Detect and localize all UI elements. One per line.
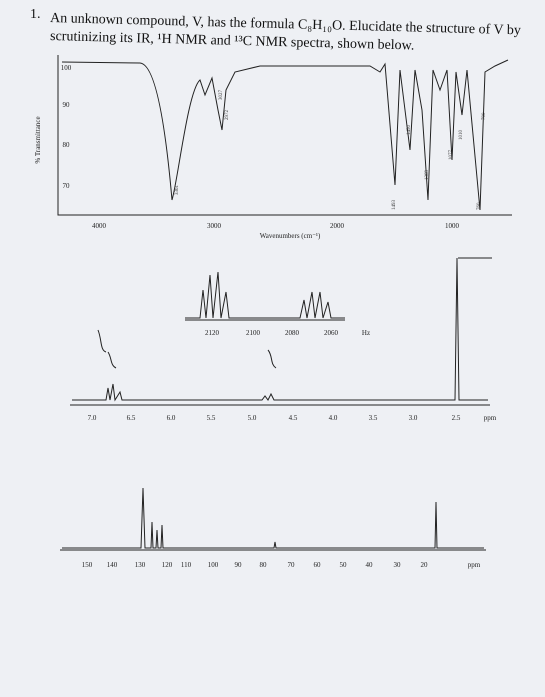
c-nmr-tick-label: 150 [82,561,93,569]
ir-x-tick-label: 1000 [445,222,460,230]
c-nmr-tick-label: ppm [468,561,481,569]
h-nmr-inset-tick-label: 2080 [285,329,300,337]
h-nmr-inset-tick-label: 2060 [324,329,339,337]
integration-curve [267,349,277,369]
c-nmr-tick-label: 120 [162,561,173,569]
h-nmr-tick-label: 2.5 [452,414,461,422]
ir-y-tick-label: 70 [63,182,71,190]
ir-peak-label: 3027 [219,90,224,101]
h-nmr-tick-label: 5.5 [207,414,216,422]
c-nmr-tick-label: 40 [366,561,374,569]
integration-curve [97,329,117,369]
c-nmr-tick-label: 90 [235,561,243,569]
c-nmr-tick-label: 60 [314,561,322,569]
h-nmr-tick-label: ppm [484,414,497,422]
h-nmr-inset-tick-label: 2120 [205,329,220,337]
ir-spectrum: % Transmittance Wavenumbers (cm⁻¹) [34,55,512,240]
ir-peak-label: 1077 [449,150,454,161]
c-nmr-trace [62,487,484,549]
ir-x-tick-label: 4000 [92,222,107,230]
c-nmr-tick-label: 110 [181,561,192,569]
ir-trace [61,59,509,211]
ir-x-tick-label: 2000 [330,222,345,230]
ir-peak-label: 1369 [425,170,430,181]
ir-peak-label: 3361 [175,185,180,196]
h-nmr-tick-label: 4.0 [329,414,338,422]
h-nmr-trace [72,257,488,402]
ir-y-label: % Transmittance [34,116,42,163]
c-nmr-tick-label: 100 [208,561,219,569]
c-nmr-tick-label: 50 [340,561,348,569]
c-nmr-tick-label: 130 [135,561,146,569]
c-nmr-tick-label: 140 [107,561,118,569]
h-nmr-tick-label: 5.0 [248,414,257,422]
ir-peak-label: 1493 [392,200,397,211]
h-nmr-spectrum [70,257,492,406]
question-number: 1. [30,7,41,22]
h-nmr-tick-label: 4.5 [289,414,298,422]
ir-y-tick-label: 90 [63,101,71,109]
ir-peak-label: 700 [482,112,487,120]
ir-peak-label: 1010 [459,130,464,141]
h-nmr-tick-label: 3.0 [409,414,418,422]
ir-peak-label: 1450 [407,125,412,136]
ir-y-tick-label: 80 [63,141,71,149]
h-nmr-tick-label: 6.0 [167,414,176,422]
c-nmr-tick-label: 70 [288,561,296,569]
h-nmr-tick-label: 7.0 [88,414,97,422]
ir-y-tick-label: 100 [61,64,72,72]
ir-axes [57,55,512,216]
ir-peak-label: 2972 [225,110,230,121]
h-nmr-inset [185,271,345,319]
ir-x-label: Wavenumbers (cm⁻¹) [260,232,321,240]
ir-peak-label: 760 [477,202,482,210]
h-nmr-inset-tick-label: 2100 [246,329,261,337]
c-nmr-tick-label: 20 [421,561,429,569]
h-nmr-inset-tick-label: Hz [362,329,370,337]
c-nmr-tick-label: 30 [394,561,402,569]
ir-x-tick-label: 3000 [207,222,222,230]
h-nmr-tick-label: 6.5 [127,414,136,422]
h-nmr-tick-label: 3.5 [369,414,378,422]
c-nmr-tick-label: 80 [260,561,268,569]
c-nmr-spectrum [60,487,486,551]
